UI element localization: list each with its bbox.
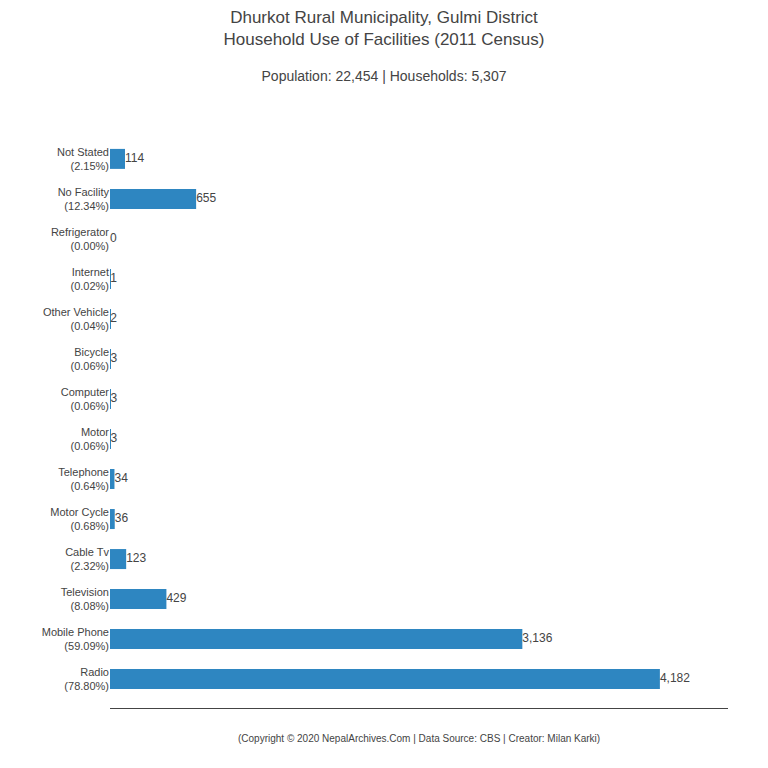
svg-text:Television(8.08%): Television(8.08%)	[61, 586, 109, 612]
svg-text:Not Stated(2.15%): Not Stated(2.15%)	[57, 146, 109, 172]
svg-text:3: 3	[110, 351, 117, 365]
svg-text:Motor Cycle(0.68%): Motor Cycle(0.68%)	[50, 506, 109, 532]
svg-text:34: 34	[114, 471, 128, 485]
svg-text:Mobile Phone(59.09%): Mobile Phone(59.09%)	[42, 626, 109, 652]
svg-text:123: 123	[126, 551, 146, 565]
svg-text:(Copyright © 2020 NepalArchive: (Copyright © 2020 NepalArchives.Com | Da…	[238, 733, 600, 744]
svg-text:1: 1	[110, 271, 117, 285]
svg-text:2: 2	[110, 311, 117, 325]
svg-text:Motor(0.06%): Motor(0.06%)	[70, 426, 109, 452]
svg-text:0: 0	[110, 231, 117, 245]
svg-text:36: 36	[115, 511, 129, 525]
svg-text:No Facility(12.34%): No Facility(12.34%)	[58, 186, 110, 212]
svg-text:Population: 22,454 | Household: Population: 22,454 | Households: 5,307	[262, 68, 507, 84]
svg-text:Bicycle(0.06%): Bicycle(0.06%)	[70, 346, 109, 372]
svg-text:429: 429	[166, 591, 186, 605]
svg-text:Other Vehicle(0.04%): Other Vehicle(0.04%)	[43, 306, 109, 332]
svg-text:Telephone(0.64%): Telephone(0.64%)	[58, 466, 109, 492]
svg-text:Radio(78.80%): Radio(78.80%)	[64, 666, 109, 692]
svg-text:Computer(0.06%): Computer(0.06%)	[61, 386, 110, 412]
svg-text:3: 3	[110, 431, 117, 445]
svg-text:114: 114	[125, 151, 144, 165]
svg-text:Refrigerator(0.00%): Refrigerator(0.00%)	[51, 226, 109, 252]
svg-text:Cable Tv(2.32%): Cable Tv(2.32%)	[65, 546, 109, 572]
svg-text:Internet(0.02%): Internet(0.02%)	[70, 266, 109, 292]
svg-text:4,182: 4,182	[660, 671, 690, 685]
svg-text:Dhurkot Rural Municipality, Gu: Dhurkot Rural Municipality, Gulmi Distri…	[224, 8, 545, 49]
svg-text:3,136: 3,136	[522, 631, 552, 645]
svg-text:655: 655	[196, 191, 216, 205]
svg-text:3: 3	[110, 391, 117, 405]
